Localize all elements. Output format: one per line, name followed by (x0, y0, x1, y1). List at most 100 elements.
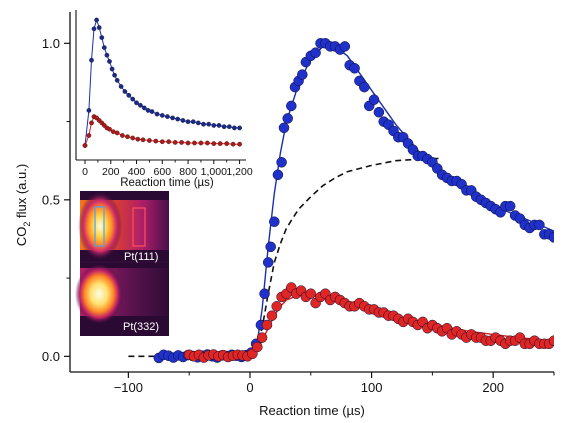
inset-red-point (82, 143, 88, 148)
inset-blue-point (91, 26, 97, 32)
thermal-label-bottom: Pt(332) (123, 321, 159, 333)
inset-red-point (107, 126, 112, 132)
inset-blue-point (99, 35, 105, 40)
inset-blue-point (237, 125, 242, 131)
x-axis-label: Reaction time (µs) (259, 403, 365, 418)
blue-data-point (339, 41, 351, 52)
inset-blue-point (216, 123, 222, 128)
inset-red-point (211, 141, 217, 146)
blue-data-point (259, 288, 270, 299)
inset-blue-point (141, 105, 147, 111)
blue-data-point (286, 100, 297, 112)
inset-red-point (86, 133, 92, 138)
red-data-point (266, 310, 278, 321)
x-tick-label: −100 (114, 380, 143, 395)
inset-blue-point (126, 92, 132, 98)
inset-blue-point (145, 108, 151, 113)
inset-x-tick-label: 800 (179, 166, 197, 178)
inset-chart: 0 200 400 600 800 1,000 1,200 Reaction time (µ… (75, 10, 253, 189)
y-tick-label: 1.0 (42, 36, 60, 51)
inset-blue-point (180, 118, 186, 123)
inset-blue-point (122, 89, 128, 94)
inset-blue-point (104, 52, 110, 58)
inset-blue-point (175, 116, 181, 122)
inset-blue-point (190, 119, 196, 125)
main-ticks: −100 0 100 200 0.0 0.5 1.0 (42, 36, 555, 395)
inset-blue-point (221, 124, 227, 130)
inset-red-point (130, 135, 136, 141)
inset-red-point (153, 138, 159, 144)
inset-blue-point (159, 113, 165, 118)
blue-data-point (269, 216, 280, 227)
inset-blue-point (185, 119, 191, 125)
inset-x-tick-label: 200 (102, 166, 120, 178)
inset-x-tick-label: 1,000 (201, 166, 227, 178)
inset-x-axis-label: Reaction time (µs) (120, 177, 214, 189)
inset-blue-point (96, 25, 102, 30)
inset-data-points (82, 17, 242, 148)
thermal-hotspot-bottom (75, 264, 123, 324)
x-tick-label: 100 (361, 380, 383, 395)
thermal-label-top: Pt(111) (124, 251, 158, 263)
inset-red-point (114, 130, 120, 136)
blue-data-point (278, 122, 290, 134)
blue-data-point (272, 169, 284, 181)
inset-blue-point (86, 108, 92, 113)
blue-data-point (276, 157, 287, 168)
inset-blue-point (201, 121, 206, 127)
inset-blue-point (154, 111, 160, 117)
blue-data-point (359, 81, 370, 93)
red-data-point (271, 301, 282, 312)
inset-blue-point (130, 96, 136, 102)
inset-blue-point (170, 115, 175, 121)
inset-x-tick-label: 600 (154, 166, 172, 178)
inset-ticks: 0 200 400 600 800 1,000 1,200 (82, 160, 253, 178)
inset-blue-point (211, 123, 217, 128)
blue-data-point (548, 232, 554, 243)
blue-data-point (373, 106, 385, 118)
inset-red-point (89, 120, 94, 126)
main-data-points (153, 38, 554, 364)
inset-x-tick-label: 1,200 (226, 166, 252, 178)
red-data-point (261, 319, 273, 331)
inset-red-point (198, 140, 204, 146)
y-tick-label: 0.0 (42, 349, 60, 364)
inset-blue-point (112, 72, 117, 78)
inset-red-point (135, 136, 141, 142)
inset-blue-point (206, 121, 212, 127)
red-data-point (305, 288, 317, 299)
inset-x-tick-label: 0 (82, 166, 88, 178)
blue-data-point (534, 219, 545, 231)
red-data-point (256, 332, 268, 343)
inset-blue-point (109, 66, 115, 72)
inset-red-point (159, 139, 165, 145)
inset-blue-point (94, 17, 99, 23)
inset-blue-point (226, 124, 232, 130)
inset-blue-point (101, 45, 107, 50)
inset-blue-point (165, 114, 170, 119)
inset-red-point (224, 141, 230, 146)
inset-red-point (185, 140, 191, 146)
inset-red-point (237, 141, 242, 147)
inset-red-point (179, 140, 184, 145)
red-data-point (548, 335, 554, 346)
thermal-image: Pt(111) Pt(332) (75, 191, 169, 336)
inset-red-point (166, 139, 172, 145)
inset-red-point (140, 137, 146, 143)
inset-red-point (192, 140, 197, 146)
inset-blue-point (232, 125, 237, 131)
inset-blue-point (107, 59, 112, 64)
blue-data-point (310, 47, 321, 58)
inset-red-point (110, 129, 116, 135)
blue-data-point (282, 113, 293, 124)
red-data-point (252, 341, 263, 353)
inset-blue-point (195, 120, 201, 126)
inset-blue-point (134, 100, 139, 106)
y-tick-label: 0.5 (42, 192, 60, 207)
inset-red-point (120, 133, 125, 138)
inset-red-point (205, 140, 210, 146)
inset-blue-point (138, 102, 143, 108)
blue-data-point (265, 241, 276, 253)
blue-data-point (349, 63, 360, 74)
